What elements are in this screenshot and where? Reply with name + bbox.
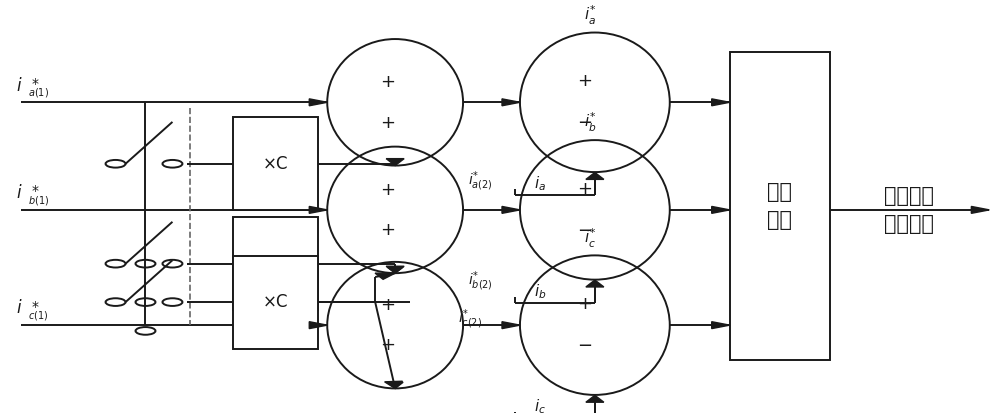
Polygon shape: [502, 206, 520, 214]
Bar: [233, 217, 318, 310]
Text: $i_{c}$: $i_{c}$: [534, 397, 546, 413]
Polygon shape: [712, 206, 730, 214]
Text: $\times$C: $\times$C: [262, 255, 289, 273]
Text: $i^{*}_{c}$: $i^{*}_{c}$: [584, 226, 596, 249]
Bar: [233, 256, 318, 349]
Polygon shape: [586, 280, 604, 287]
Polygon shape: [712, 99, 730, 106]
Text: +: +: [577, 72, 592, 90]
Text: $i_{a}$: $i_{a}$: [534, 175, 546, 193]
Polygon shape: [387, 382, 403, 388]
Polygon shape: [502, 99, 520, 106]
Text: +: +: [577, 295, 592, 313]
Text: +: +: [577, 180, 592, 198]
Text: −: −: [577, 222, 592, 240]
Polygon shape: [387, 267, 403, 273]
Polygon shape: [309, 206, 327, 214]
Text: +: +: [380, 73, 395, 91]
Text: $_{a(1)}$: $_{a(1)}$: [28, 86, 49, 100]
Text: +: +: [380, 221, 395, 239]
Text: $\times$C: $\times$C: [262, 155, 289, 173]
Polygon shape: [502, 322, 520, 329]
Text: +: +: [380, 337, 395, 354]
Text: $_{b(1)}$: $_{b(1)}$: [28, 194, 49, 208]
Polygon shape: [971, 206, 989, 214]
Text: $*$: $*$: [31, 183, 39, 197]
Polygon shape: [385, 381, 403, 388]
Text: $i^{*}_{b(2)}$: $i^{*}_{b(2)}$: [468, 269, 493, 294]
Polygon shape: [586, 395, 604, 402]
Text: $*$: $*$: [31, 298, 39, 312]
Text: $i^{*}_{b}$: $i^{*}_{b}$: [584, 111, 596, 134]
Text: +: +: [380, 296, 395, 314]
Text: $i^{*}_{a}$: $i^{*}_{a}$: [584, 4, 596, 27]
Bar: [233, 117, 318, 210]
Polygon shape: [386, 266, 404, 273]
Text: +: +: [380, 180, 395, 199]
Text: $*$: $*$: [31, 75, 39, 89]
Polygon shape: [386, 159, 404, 166]
Polygon shape: [712, 322, 730, 329]
Text: $i^{*}_{a(2)}$: $i^{*}_{a(2)}$: [468, 170, 493, 194]
Text: −: −: [577, 114, 592, 132]
Text: $\times$C: $\times$C: [262, 293, 289, 311]
Polygon shape: [375, 273, 395, 279]
Polygon shape: [586, 173, 604, 179]
Text: $_{c(1)}$: $_{c(1)}$: [28, 309, 48, 323]
Text: $i$: $i$: [16, 77, 22, 95]
Text: 滞环
比较: 滞环 比较: [767, 182, 792, 230]
Text: $i$: $i$: [16, 184, 22, 202]
Polygon shape: [309, 99, 327, 106]
Text: 至逆变器
驱动电路: 至逆变器 驱动电路: [884, 186, 934, 234]
Text: $i$: $i$: [16, 299, 22, 318]
Text: −: −: [577, 337, 592, 355]
Bar: [730, 52, 830, 360]
Text: $i^{*}_{c(2)}$: $i^{*}_{c(2)}$: [458, 308, 482, 332]
Text: +: +: [380, 114, 395, 132]
Polygon shape: [309, 322, 327, 329]
Text: $i_{b}$: $i_{b}$: [534, 282, 546, 301]
